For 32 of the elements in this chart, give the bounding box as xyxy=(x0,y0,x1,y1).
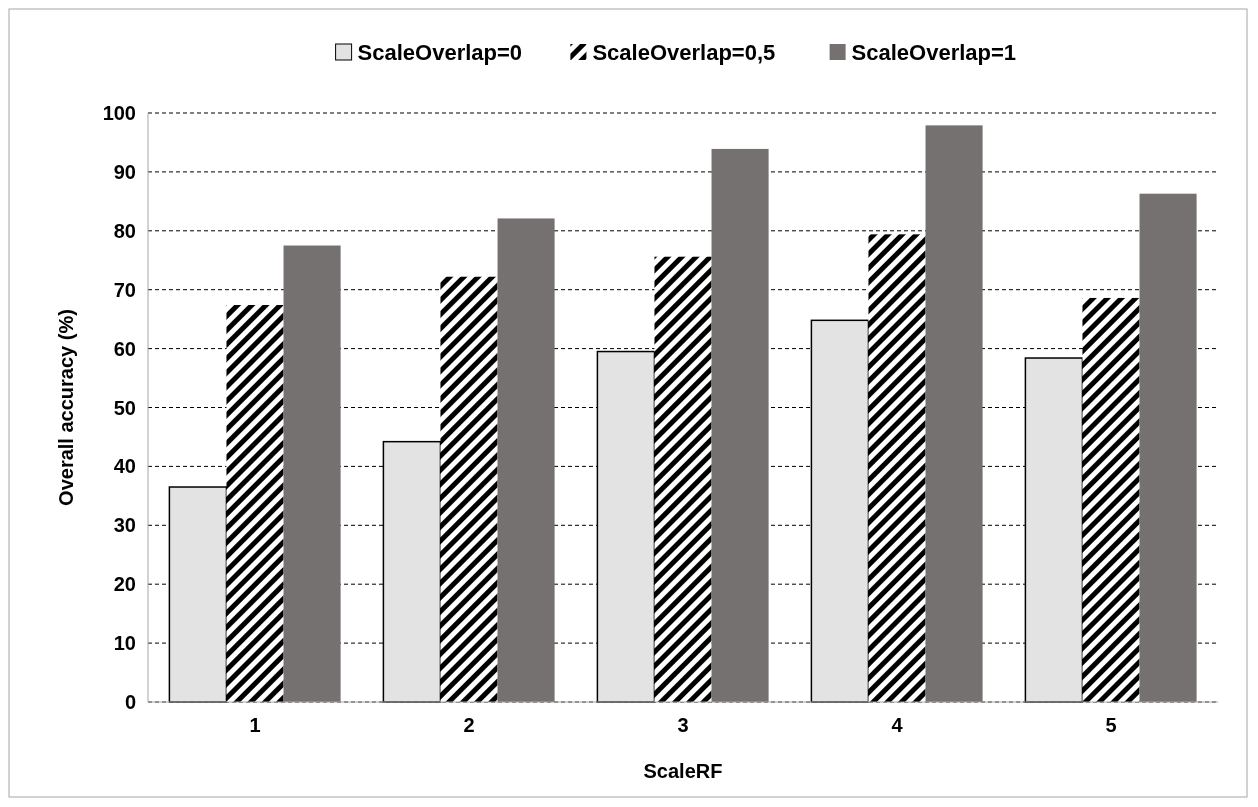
legend-label: ScaleOverlap=1 xyxy=(851,40,1017,65)
x-tick-label: 3 xyxy=(677,714,689,736)
y-tick-label: 20 xyxy=(113,573,136,596)
y-tick-label: 60 xyxy=(113,337,136,360)
bar xyxy=(440,276,498,702)
legend-label: ScaleOverlap=0,5 xyxy=(592,40,776,65)
bar xyxy=(226,305,284,702)
bar xyxy=(497,218,555,702)
bar xyxy=(868,234,926,702)
bar xyxy=(283,245,341,702)
x-tick-label: 2 xyxy=(463,714,475,736)
y-tick-label: 90 xyxy=(113,160,136,183)
bar xyxy=(925,125,983,702)
y-tick-label: 50 xyxy=(113,396,136,419)
x-tick-label: 4 xyxy=(891,714,904,736)
y-tick-label: 30 xyxy=(113,514,136,537)
y-tick-label: 10 xyxy=(113,632,136,655)
bar xyxy=(1139,193,1197,702)
y-axis-title: Overall accuracy (%) xyxy=(55,309,77,506)
x-tick-label: 1 xyxy=(249,714,261,736)
x-axis-title: ScaleRF xyxy=(643,760,723,782)
y-tick-label: 0 xyxy=(124,691,136,713)
y-tick-label: 70 xyxy=(113,278,136,301)
bar xyxy=(168,486,228,703)
bar xyxy=(654,256,712,702)
legend-label: ScaleOverlap=0 xyxy=(357,40,523,65)
bar xyxy=(1082,297,1140,702)
bar xyxy=(711,148,769,702)
y-tick-label: 40 xyxy=(113,455,136,478)
y-tick-label: 80 xyxy=(113,219,136,242)
y-tick-label: 100 xyxy=(102,102,136,124)
x-tick-label: 5 xyxy=(1105,714,1117,736)
